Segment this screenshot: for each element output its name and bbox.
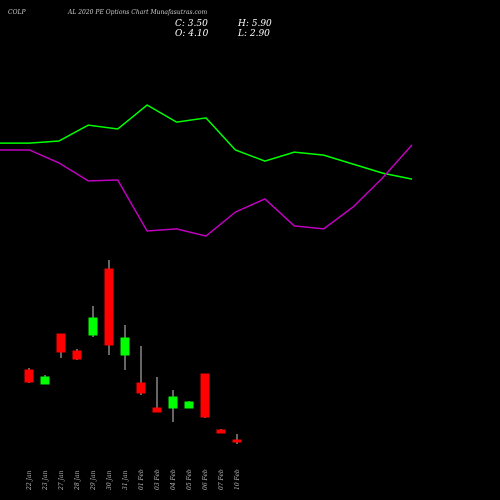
- candle-body: [120, 337, 130, 356]
- open-label: O: 4.10: [175, 29, 209, 39]
- x-tick-label: 31 Jan: [122, 470, 129, 490]
- chart-title-left: COLP: [8, 9, 26, 16]
- x-tick-label: 23 Jan: [42, 470, 49, 491]
- indicator-line: [0, 144, 413, 237]
- chart-title: AL 2020 PE Options Chart Munafasutras.co…: [67, 9, 208, 16]
- x-tick-label: 04 Feb: [170, 469, 177, 490]
- x-tick-label: 10 Feb: [234, 469, 241, 490]
- x-tick-label: 30 Jan: [106, 470, 113, 490]
- candle-body: [72, 350, 82, 360]
- x-tick-label: 29 Jan: [90, 470, 97, 491]
- x-tick-label: 05 Feb: [186, 469, 193, 490]
- candle-body: [168, 396, 178, 409]
- candle-body: [104, 268, 114, 346]
- candle-body: [232, 439, 242, 443]
- candle-body: [152, 407, 162, 413]
- x-tick-label: 28 Jan: [74, 470, 81, 491]
- candle-body: [88, 317, 98, 336]
- close-label: C: 3.50: [175, 19, 208, 29]
- candle-body: [56, 333, 66, 353]
- x-tick-label: 06 Feb: [202, 469, 209, 490]
- x-tick-label: 01 Feb: [138, 469, 145, 490]
- high-label: H: 5.90: [237, 19, 272, 29]
- candle-body: [136, 382, 146, 394]
- x-tick-label: 07 Feb: [218, 469, 225, 490]
- candle-body: [200, 373, 210, 418]
- x-tick-label: 03 Feb: [154, 469, 161, 490]
- x-tick-label: 22 Jan: [26, 470, 33, 491]
- candle-body: [216, 429, 226, 434]
- low-label: L: 2.90: [237, 29, 270, 39]
- x-tick-label: 27 Jan: [58, 470, 65, 491]
- candle-body: [184, 401, 194, 409]
- indicator-line: [0, 104, 413, 180]
- candle-body: [40, 376, 50, 385]
- candle-body: [24, 369, 34, 383]
